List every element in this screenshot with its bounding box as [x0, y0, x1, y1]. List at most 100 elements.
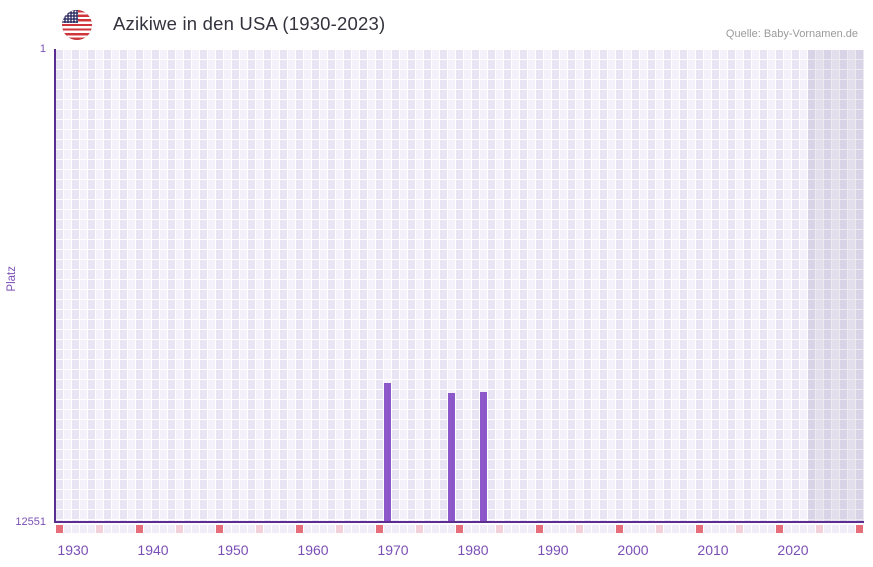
future-years-overlay	[808, 50, 864, 522]
year-cell-1974	[408, 525, 415, 533]
year-cell-1938	[120, 525, 127, 533]
y-axis-line	[54, 49, 56, 523]
year-cell-2003	[640, 525, 647, 533]
year-cell-1991	[544, 525, 551, 533]
year-cell-2029	[848, 525, 855, 533]
year-cell-1934	[88, 525, 95, 533]
usa-flag-canton	[62, 10, 78, 23]
year-cell-2006	[664, 525, 671, 533]
year-cell-1956	[264, 525, 271, 533]
year-cell-1995	[576, 525, 583, 533]
year-cell-1965	[336, 525, 343, 533]
x-tick-2010: 2010	[697, 542, 729, 558]
year-cell-2002	[632, 525, 639, 533]
year-cell-2020	[776, 525, 783, 533]
year-cell-1979	[448, 525, 455, 533]
year-cell-1985	[496, 525, 503, 533]
year-cell-1952	[232, 525, 239, 533]
year-cell-1949	[208, 525, 215, 533]
year-cell-2008	[680, 525, 687, 533]
year-cell-1942	[152, 525, 159, 533]
year-cell-2004	[648, 525, 655, 533]
year-cell-1957	[272, 525, 279, 533]
year-cell-1937	[112, 525, 119, 533]
year-cell-1969	[368, 525, 375, 533]
year-cell-2024	[808, 525, 815, 533]
year-cell-1981	[464, 525, 471, 533]
year-cell-2019	[768, 525, 775, 533]
year-cell-1967	[352, 525, 359, 533]
y-tick-top: 1	[39, 43, 46, 55]
year-cell-1955	[256, 525, 263, 533]
year-cell-1932	[72, 525, 79, 533]
year-cell-1954	[248, 525, 255, 533]
year-cell-2017	[752, 525, 759, 533]
x-tick-1930: 1930	[57, 542, 89, 558]
year-cell-1939	[128, 525, 135, 533]
year-cell-1962	[312, 525, 319, 533]
year-cell-1972	[392, 525, 399, 533]
year-cell-2015	[736, 525, 743, 533]
usa-flag-icon	[62, 10, 92, 40]
source-credit: Quelle: Baby-Vornamen.de	[725, 28, 858, 40]
year-cell-1936	[104, 525, 111, 533]
year-cell-1977	[432, 525, 439, 533]
year-cell-1950	[216, 525, 223, 533]
year-cell-1946	[184, 525, 191, 533]
x-axis-ticks: 1930 1940 1950 1960 1970 1980 1990 2000 2010 2020	[56, 542, 864, 562]
x-tick-1950: 1950	[217, 542, 249, 558]
year-cell-2025	[816, 525, 823, 533]
x-tick-1960: 1960	[297, 542, 329, 558]
year-cell-2005	[656, 525, 663, 533]
year-cell-1990	[536, 525, 543, 533]
year-cell-2030	[856, 525, 863, 533]
rank-bar-1971[interactable]	[384, 383, 391, 522]
y-axis-label: Platz	[6, 266, 18, 292]
year-cell-1959	[288, 525, 295, 533]
y-tick-bottom: 12551	[15, 516, 46, 528]
year-cell-1999	[608, 525, 615, 533]
year-cell-1940	[136, 525, 143, 533]
x-axis-line	[54, 521, 864, 523]
year-cell-1978	[440, 525, 447, 533]
rank-bar-1979[interactable]	[448, 393, 455, 522]
year-cell-1987	[512, 525, 519, 533]
year-cell-1958	[280, 525, 287, 533]
year-cell-1933	[80, 525, 87, 533]
year-cell-2016	[744, 525, 751, 533]
year-cell-2023	[800, 525, 807, 533]
year-cell-1971	[384, 525, 391, 533]
year-cell-1980	[456, 525, 463, 533]
year-cell-2007	[672, 525, 679, 533]
year-cell-1976	[424, 525, 431, 533]
year-cell-1953	[240, 525, 247, 533]
year-cell-1975	[416, 525, 423, 533]
year-cell-1988	[520, 525, 527, 533]
year-cell-1948	[200, 525, 207, 533]
year-cell-1968	[360, 525, 367, 533]
year-cell-2026	[824, 525, 831, 533]
year-cell-1989	[528, 525, 535, 533]
year-cell-1970	[376, 525, 383, 533]
year-cell-1993	[560, 525, 567, 533]
year-cell-1994	[568, 525, 575, 533]
x-tick-1990: 1990	[537, 542, 569, 558]
year-cell-2022	[792, 525, 799, 533]
year-cell-1982	[472, 525, 479, 533]
year-cell-1961	[304, 525, 311, 533]
year-cell-1931	[64, 525, 71, 533]
year-cell-2000	[616, 525, 623, 533]
x-tick-1980: 1980	[457, 542, 489, 558]
year-cell-2013	[720, 525, 727, 533]
year-cell-1973	[400, 525, 407, 533]
rank-bar-1983[interactable]	[480, 392, 487, 522]
year-cell-1947	[192, 525, 199, 533]
year-cell-1996	[584, 525, 591, 533]
year-cell-1998	[600, 525, 607, 533]
plot-area	[56, 50, 864, 522]
year-cell-1984	[488, 525, 495, 533]
year-cell-1963	[320, 525, 327, 533]
year-cell-2010	[696, 525, 703, 533]
year-cell-1960	[296, 525, 303, 533]
year-cell-1935	[96, 525, 103, 533]
